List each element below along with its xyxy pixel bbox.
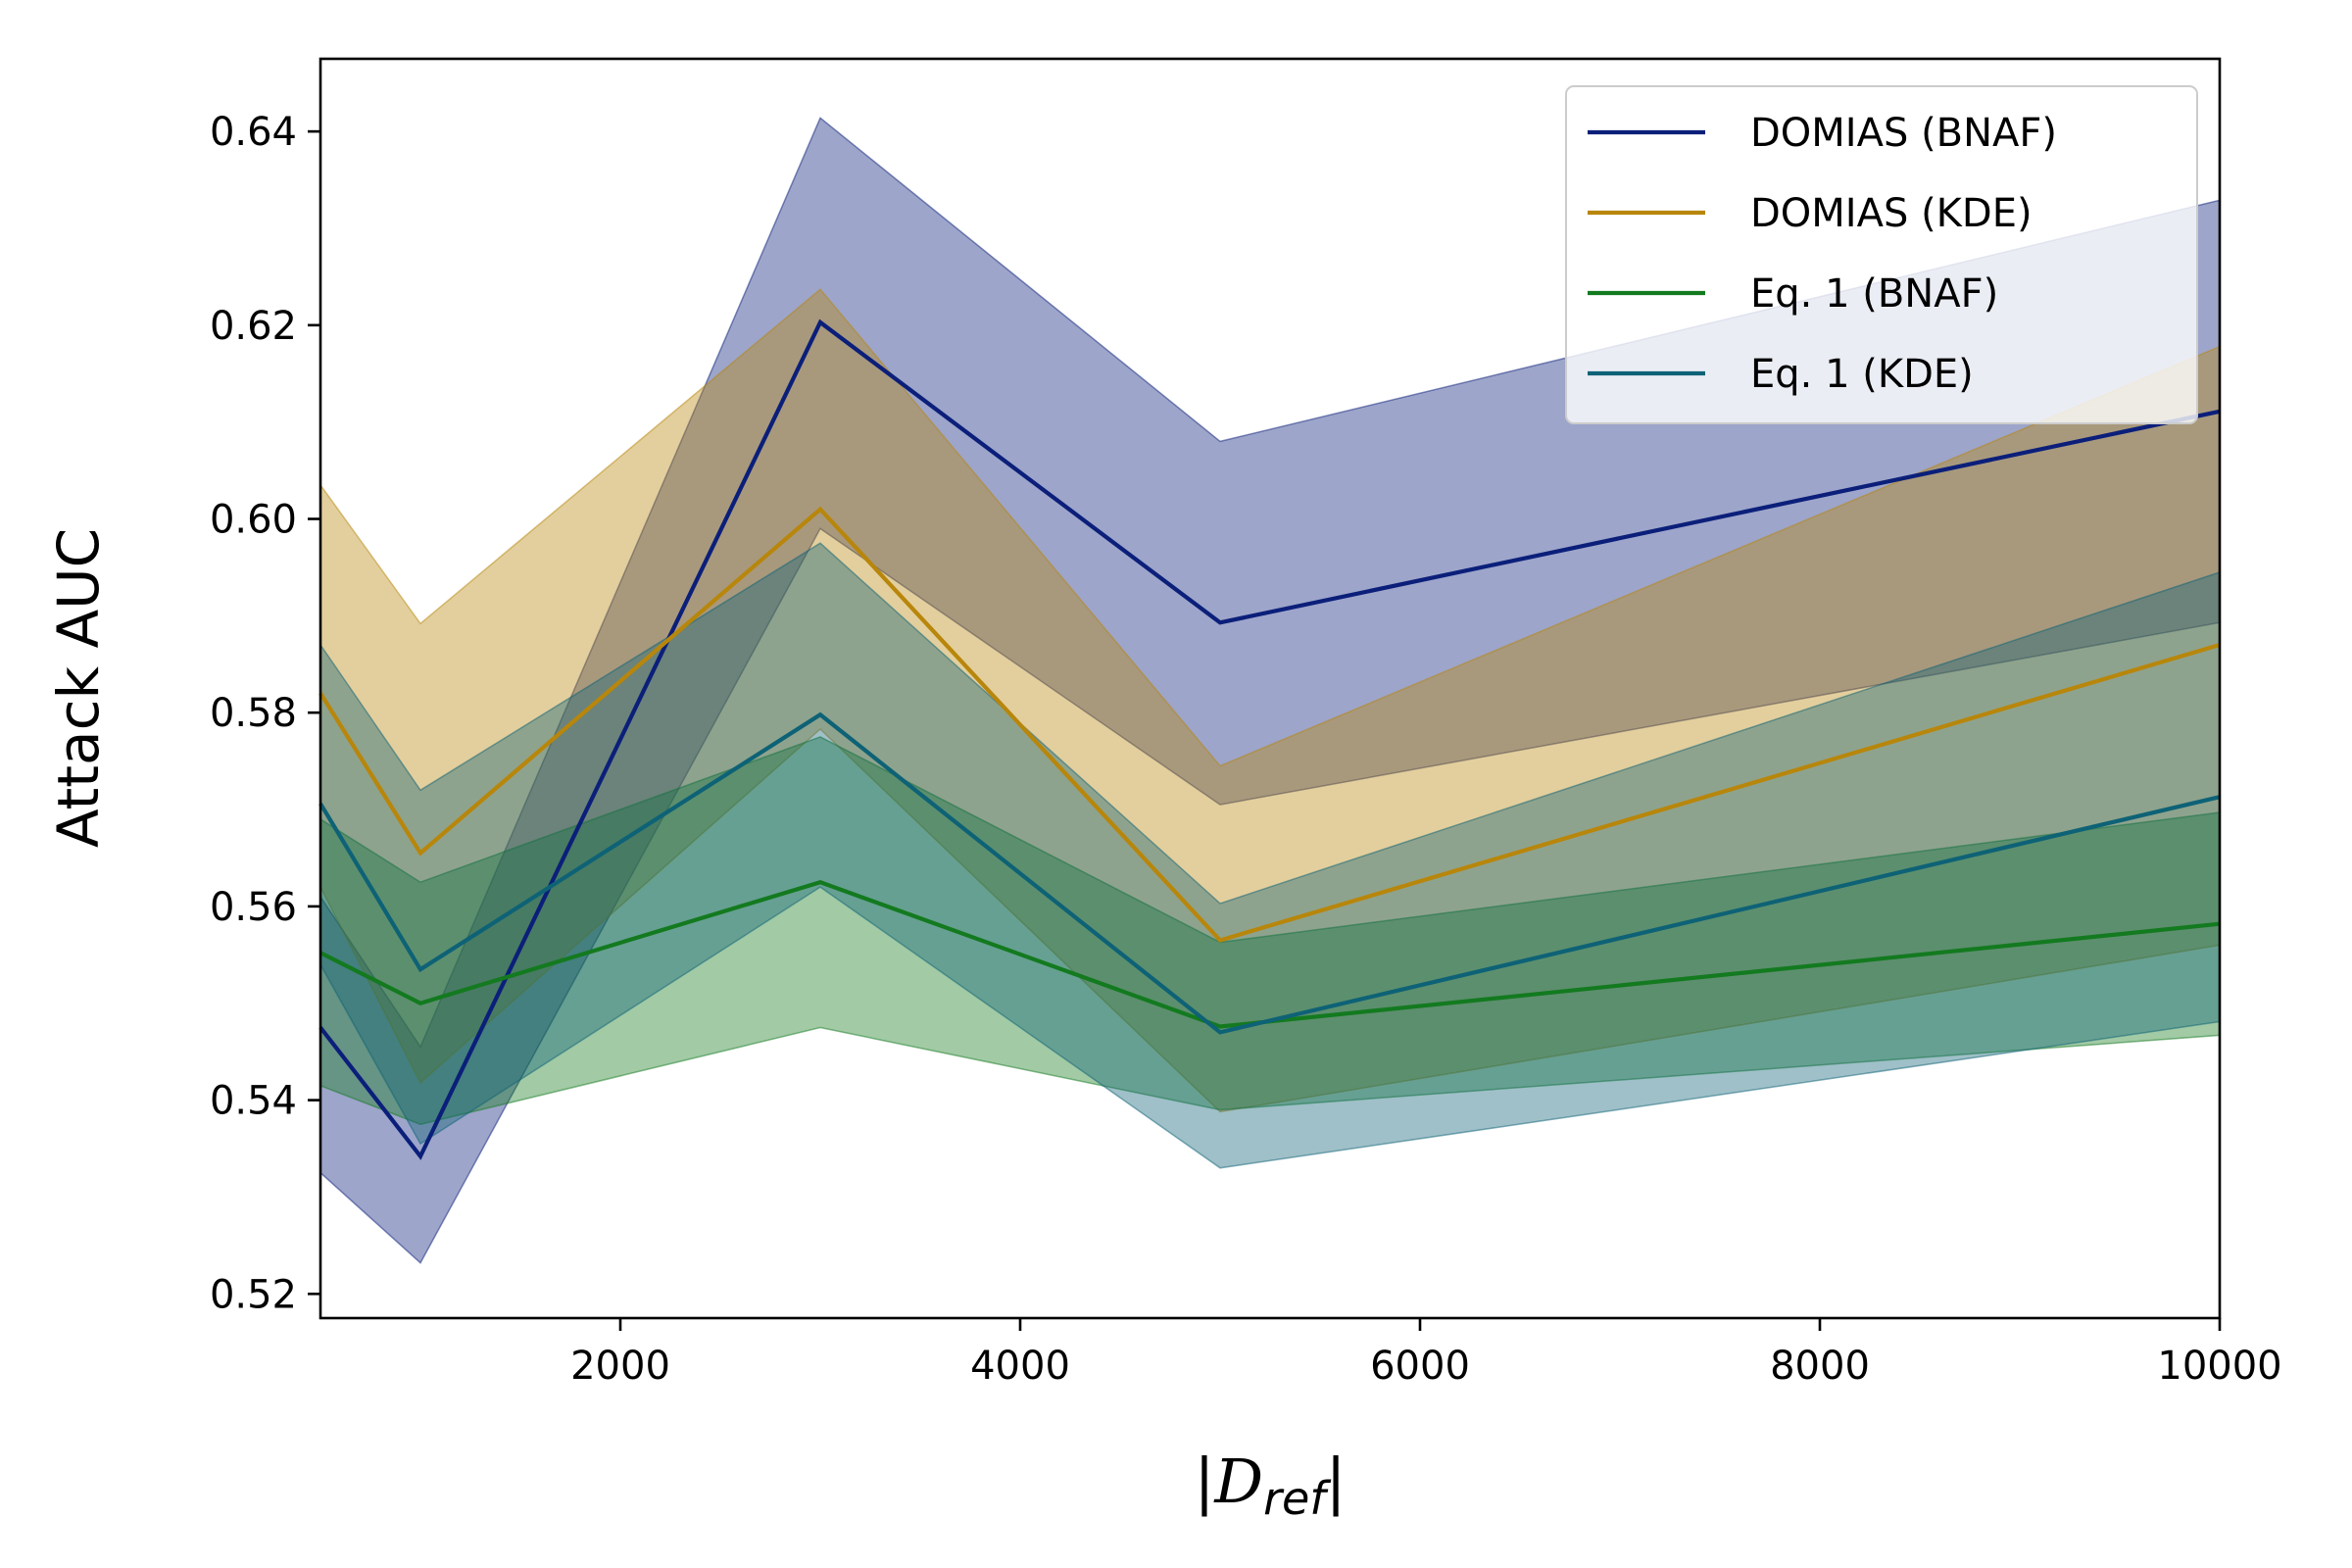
legend-frame [1565,85,2198,424]
y-tick-label: 0.56 [210,885,297,930]
x-axis-title-subscript: ref [1263,1472,1331,1525]
y-tick-label: 0.54 [210,1079,297,1124]
line-eq-1-kde [318,711,2221,1035]
y-tick-label: 0.60 [210,498,297,543]
x-axis-title-symbol: D [1213,1446,1263,1517]
y-tick-label: 0.52 [210,1272,297,1317]
y-axis-ticks: 0.52 0.54 0.56 0.58 0.60 0.62 0.64 [210,110,320,1317]
legend-label: Eq. 1 (KDE) [1750,352,1974,397]
y-tick-label: 0.62 [210,304,297,349]
legend-label: DOMIAS (KDE) [1750,191,2033,236]
x-tick-label: 8000 [1770,1344,1870,1389]
x-axis-title: |Dref| [1195,1446,1347,1525]
x-axis-title-bar-right: | [1326,1446,1347,1518]
y-axis-title: Attack AUC [45,528,112,848]
series-lines [318,318,2221,1160]
x-tick-label: 6000 [1370,1344,1470,1389]
y-tick-label: 0.58 [210,691,297,736]
y-tick-label: 0.64 [210,110,297,155]
x-tick-label: 2000 [570,1344,670,1389]
x-axis-title-bar-left: | [1195,1446,1215,1518]
legend-label: Eq. 1 (BNAF) [1750,271,1998,317]
legend: DOMIAS (BNAF) DOMIAS (KDE) Eq. 1 (BNAF) Eq.… [1565,85,2198,424]
plot-frame [318,57,2222,1320]
x-axis-ticks: 2000 4000 6000 8000 10000 [570,1318,2282,1389]
line-domias-kde [318,506,2221,943]
line-domias-bnaf [318,318,2221,1160]
x-tick-label: 4000 [970,1344,1070,1389]
legend-label: DOMIAS (BNAF) [1750,111,2057,156]
line-eq-1-bnaf [319,879,2221,1029]
x-tick-label: 10000 [2157,1344,2281,1389]
